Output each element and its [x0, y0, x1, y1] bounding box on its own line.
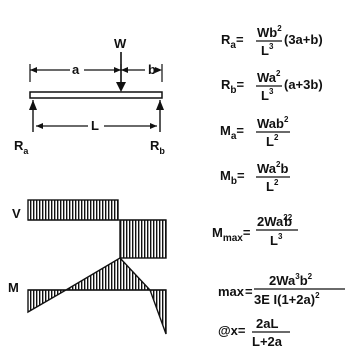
moment-diagram — [27, 257, 167, 335]
svg-text:Mmax=: Mmax= — [212, 225, 251, 244]
span-label: L — [91, 118, 99, 133]
svg-text:Wb2: Wb2 — [257, 24, 282, 40]
svg-text:(3a+b): (3a+b) — [284, 32, 323, 47]
svg-text:Rb=: Rb= — [221, 77, 245, 96]
svg-text:Ra=: Ra= — [221, 32, 244, 51]
reaction-left-label: Ra — [14, 138, 29, 156]
svg-text:Ma=: Ma= — [220, 123, 244, 142]
svg-text:L+2a: L+2a — [252, 334, 283, 349]
svg-text:Wa2: Wa2 — [257, 69, 281, 85]
load-arrow — [116, 52, 126, 92]
svg-text:L3: L3 — [270, 232, 283, 248]
dim-b-label: b — [148, 62, 156, 77]
svg-text:(a+3b): (a+3b) — [284, 77, 323, 92]
reaction-arrow-right — [156, 100, 164, 132]
svg-text:3E I(1+2a)2: 3E I(1+2a)2 — [254, 291, 320, 307]
formula-rb: Rb= Wa2 L3 (a+3b) — [221, 69, 323, 103]
formula-mb: Mb= Wa2b L2 — [220, 160, 290, 194]
formula-mmax: Mmax= 2Wa22b L3 — [212, 213, 298, 248]
svg-text:max: max — [218, 284, 245, 299]
svg-text:L2: L2 — [266, 133, 279, 149]
reaction-right-label: Rb — [150, 138, 165, 156]
svg-text:=: = — [245, 284, 253, 299]
svg-text:2aL: 2aL — [256, 316, 278, 331]
reaction-arrow-left — [29, 100, 37, 132]
svg-text:2Wa3b2: 2Wa3b2 — [269, 272, 313, 288]
shear-diagram — [27, 199, 167, 259]
svg-text:Mb=: Mb= — [220, 168, 245, 187]
formula-deflection: max = 2Wa3b2 3E I(1+2a)2 — [218, 272, 345, 307]
beam — [29, 91, 163, 99]
svg-text:L3: L3 — [261, 87, 274, 103]
svg-text:@x=: @x= — [218, 323, 246, 338]
svg-text:L2: L2 — [266, 178, 279, 194]
svg-text:Wa2b: Wa2b — [257, 160, 288, 176]
formula-ma: Ma= Wab2 L2 — [220, 115, 290, 149]
shear-label: V — [12, 206, 21, 221]
moment-label: M — [8, 280, 19, 295]
svg-text:2Wa22b: 2Wa22b — [257, 213, 293, 229]
dim-a-label: a — [72, 62, 80, 77]
formula-ra: Ra= Wb2 L3 (3a+b) — [221, 24, 323, 58]
load-label: W — [114, 36, 127, 51]
svg-text:Wab2: Wab2 — [257, 115, 289, 131]
dimension-ab — [29, 64, 163, 82]
svg-text:L3: L3 — [261, 42, 274, 58]
formula-at-x: @x= 2aL L+2a — [218, 316, 290, 349]
dimension-span — [36, 123, 157, 129]
